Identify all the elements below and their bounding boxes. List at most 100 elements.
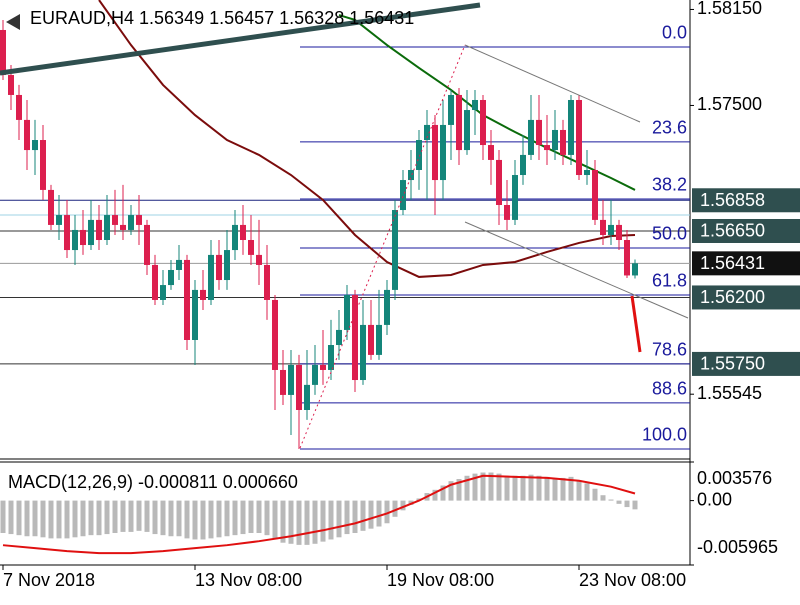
candle-body xyxy=(112,215,118,225)
candle-body xyxy=(256,254,262,265)
candle-body xyxy=(120,224,126,230)
fib-label: 100.0 xyxy=(642,425,687,445)
candle-body xyxy=(0,29,6,76)
histogram-bar xyxy=(392,500,398,517)
candle-body xyxy=(488,145,494,160)
candle-body xyxy=(192,289,198,340)
histogram-bar xyxy=(600,495,606,501)
x-tick-label: 13 Nov 08:00 xyxy=(195,570,302,590)
histogram-bar xyxy=(152,500,158,535)
histogram-bar xyxy=(192,500,198,540)
candle-body xyxy=(336,329,342,346)
price-label-box xyxy=(692,251,800,276)
histogram-bar xyxy=(552,477,558,501)
histogram-bar xyxy=(200,500,206,540)
histogram-bar xyxy=(560,477,566,501)
candle-body xyxy=(536,119,542,146)
histogram-bar xyxy=(504,475,510,501)
moving-average xyxy=(98,0,636,278)
candle-body xyxy=(312,364,318,385)
candle-body xyxy=(464,110,470,151)
histogram-bar xyxy=(176,500,182,537)
y-tick-label: 0.003576 xyxy=(697,468,772,488)
y-tick-label: -0.005965 xyxy=(697,537,778,557)
y-tick-label: 1.57500 xyxy=(697,94,762,114)
candle-body xyxy=(168,269,174,286)
histogram-bar xyxy=(216,500,222,538)
candle-body xyxy=(160,285,166,300)
histogram-bar xyxy=(168,500,174,537)
histogram-bar xyxy=(472,473,478,501)
fib-label: 0.0 xyxy=(662,23,687,43)
x-tick-label: 23 Nov 08:00 xyxy=(579,570,686,590)
histogram-bar xyxy=(280,500,286,543)
fib-label: 78.6 xyxy=(652,340,687,360)
y-tick-label: 0.00 xyxy=(697,489,732,509)
histogram-bar xyxy=(224,500,230,537)
candle-body xyxy=(24,119,30,151)
histogram-bar xyxy=(0,500,6,533)
candle-body xyxy=(64,215,70,251)
histogram-bar xyxy=(512,475,518,501)
candle-body xyxy=(424,124,430,141)
histogram-bar xyxy=(64,500,70,539)
candle-body xyxy=(504,204,510,220)
histogram-bar xyxy=(80,500,86,537)
fib-label: 50.0 xyxy=(652,224,687,244)
histogram-bar xyxy=(568,476,574,501)
candle-body xyxy=(216,254,222,281)
candle-body xyxy=(392,210,398,290)
price-label: 1.56650 xyxy=(700,221,765,241)
histogram-bar xyxy=(608,499,614,501)
candle-body xyxy=(240,224,246,241)
histogram-bar xyxy=(120,500,126,532)
histogram-bar xyxy=(584,483,590,501)
histogram-bar xyxy=(240,500,246,535)
candle-body xyxy=(8,75,14,95)
candle-body xyxy=(352,294,358,381)
histogram-bar xyxy=(520,475,526,501)
signal-line xyxy=(2,474,636,555)
histogram-bar xyxy=(320,500,326,542)
candle-body xyxy=(264,264,270,300)
candle-body xyxy=(208,254,214,300)
panel-icon xyxy=(6,14,20,30)
y-tick-label: 1.55545 xyxy=(697,383,762,403)
price-label: 1.56200 xyxy=(700,287,765,307)
candle-body xyxy=(448,94,454,125)
candle-body xyxy=(200,289,206,300)
candle-body xyxy=(456,94,462,151)
candle-body xyxy=(552,129,558,151)
candle-body xyxy=(416,140,422,170)
histogram-bar xyxy=(208,500,214,539)
histogram-bar xyxy=(432,489,438,501)
histogram-bar xyxy=(576,480,582,501)
histogram-bar xyxy=(184,500,190,539)
histogram-bar xyxy=(144,500,150,532)
histogram-bar xyxy=(592,488,598,501)
candle-body xyxy=(224,250,230,281)
histogram-bar xyxy=(496,473,502,501)
projection-line xyxy=(630,295,642,353)
histogram-bar xyxy=(304,500,310,545)
candle-body xyxy=(512,175,518,220)
histogram-bar xyxy=(328,500,334,540)
price-label-box xyxy=(692,188,800,213)
histogram-bar xyxy=(256,500,262,533)
histogram-bar xyxy=(264,500,270,536)
histogram-bar xyxy=(400,500,406,511)
histogram-bar xyxy=(32,500,38,537)
histogram-bar xyxy=(88,500,94,536)
x-tick-label: 7 Nov 2018 xyxy=(3,570,95,590)
candle-body xyxy=(624,240,630,276)
histogram-bar xyxy=(96,500,102,536)
histogram-bar xyxy=(24,500,30,537)
candle-body xyxy=(288,364,294,395)
candle-body xyxy=(584,169,590,176)
x-tick-label: 19 Nov 08:00 xyxy=(387,570,494,590)
histogram-bar xyxy=(480,472,486,501)
histogram-bar xyxy=(376,500,382,527)
candle-body xyxy=(568,99,574,155)
candle-body xyxy=(344,294,350,330)
